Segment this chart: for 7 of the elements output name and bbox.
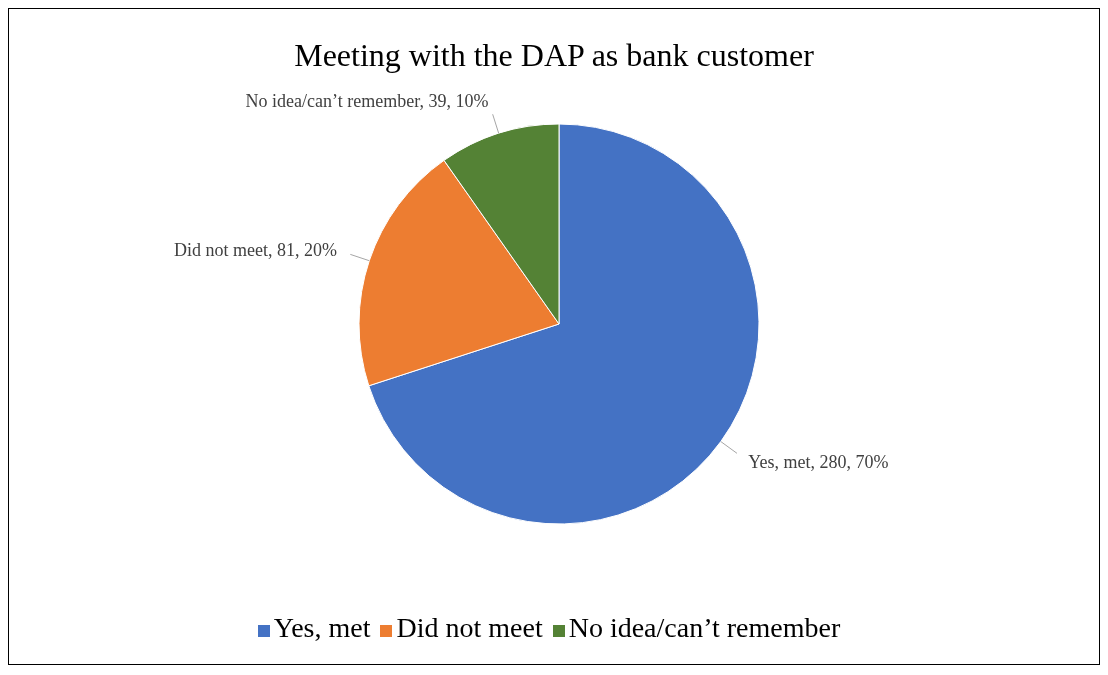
legend-label: Yes, met [273,612,371,643]
chart-title: Meeting with the DAP as bank customer [293,37,815,74]
data-label: No idea/can’t remember, 39, 10% [245,90,489,111]
legend-label: No idea/can’t remember [568,612,841,643]
data-label: Yes, met, 280, 70% [748,451,889,472]
legend-label: Did not meet [396,612,543,643]
data-label: Did not meet, 81, 20% [174,239,338,260]
